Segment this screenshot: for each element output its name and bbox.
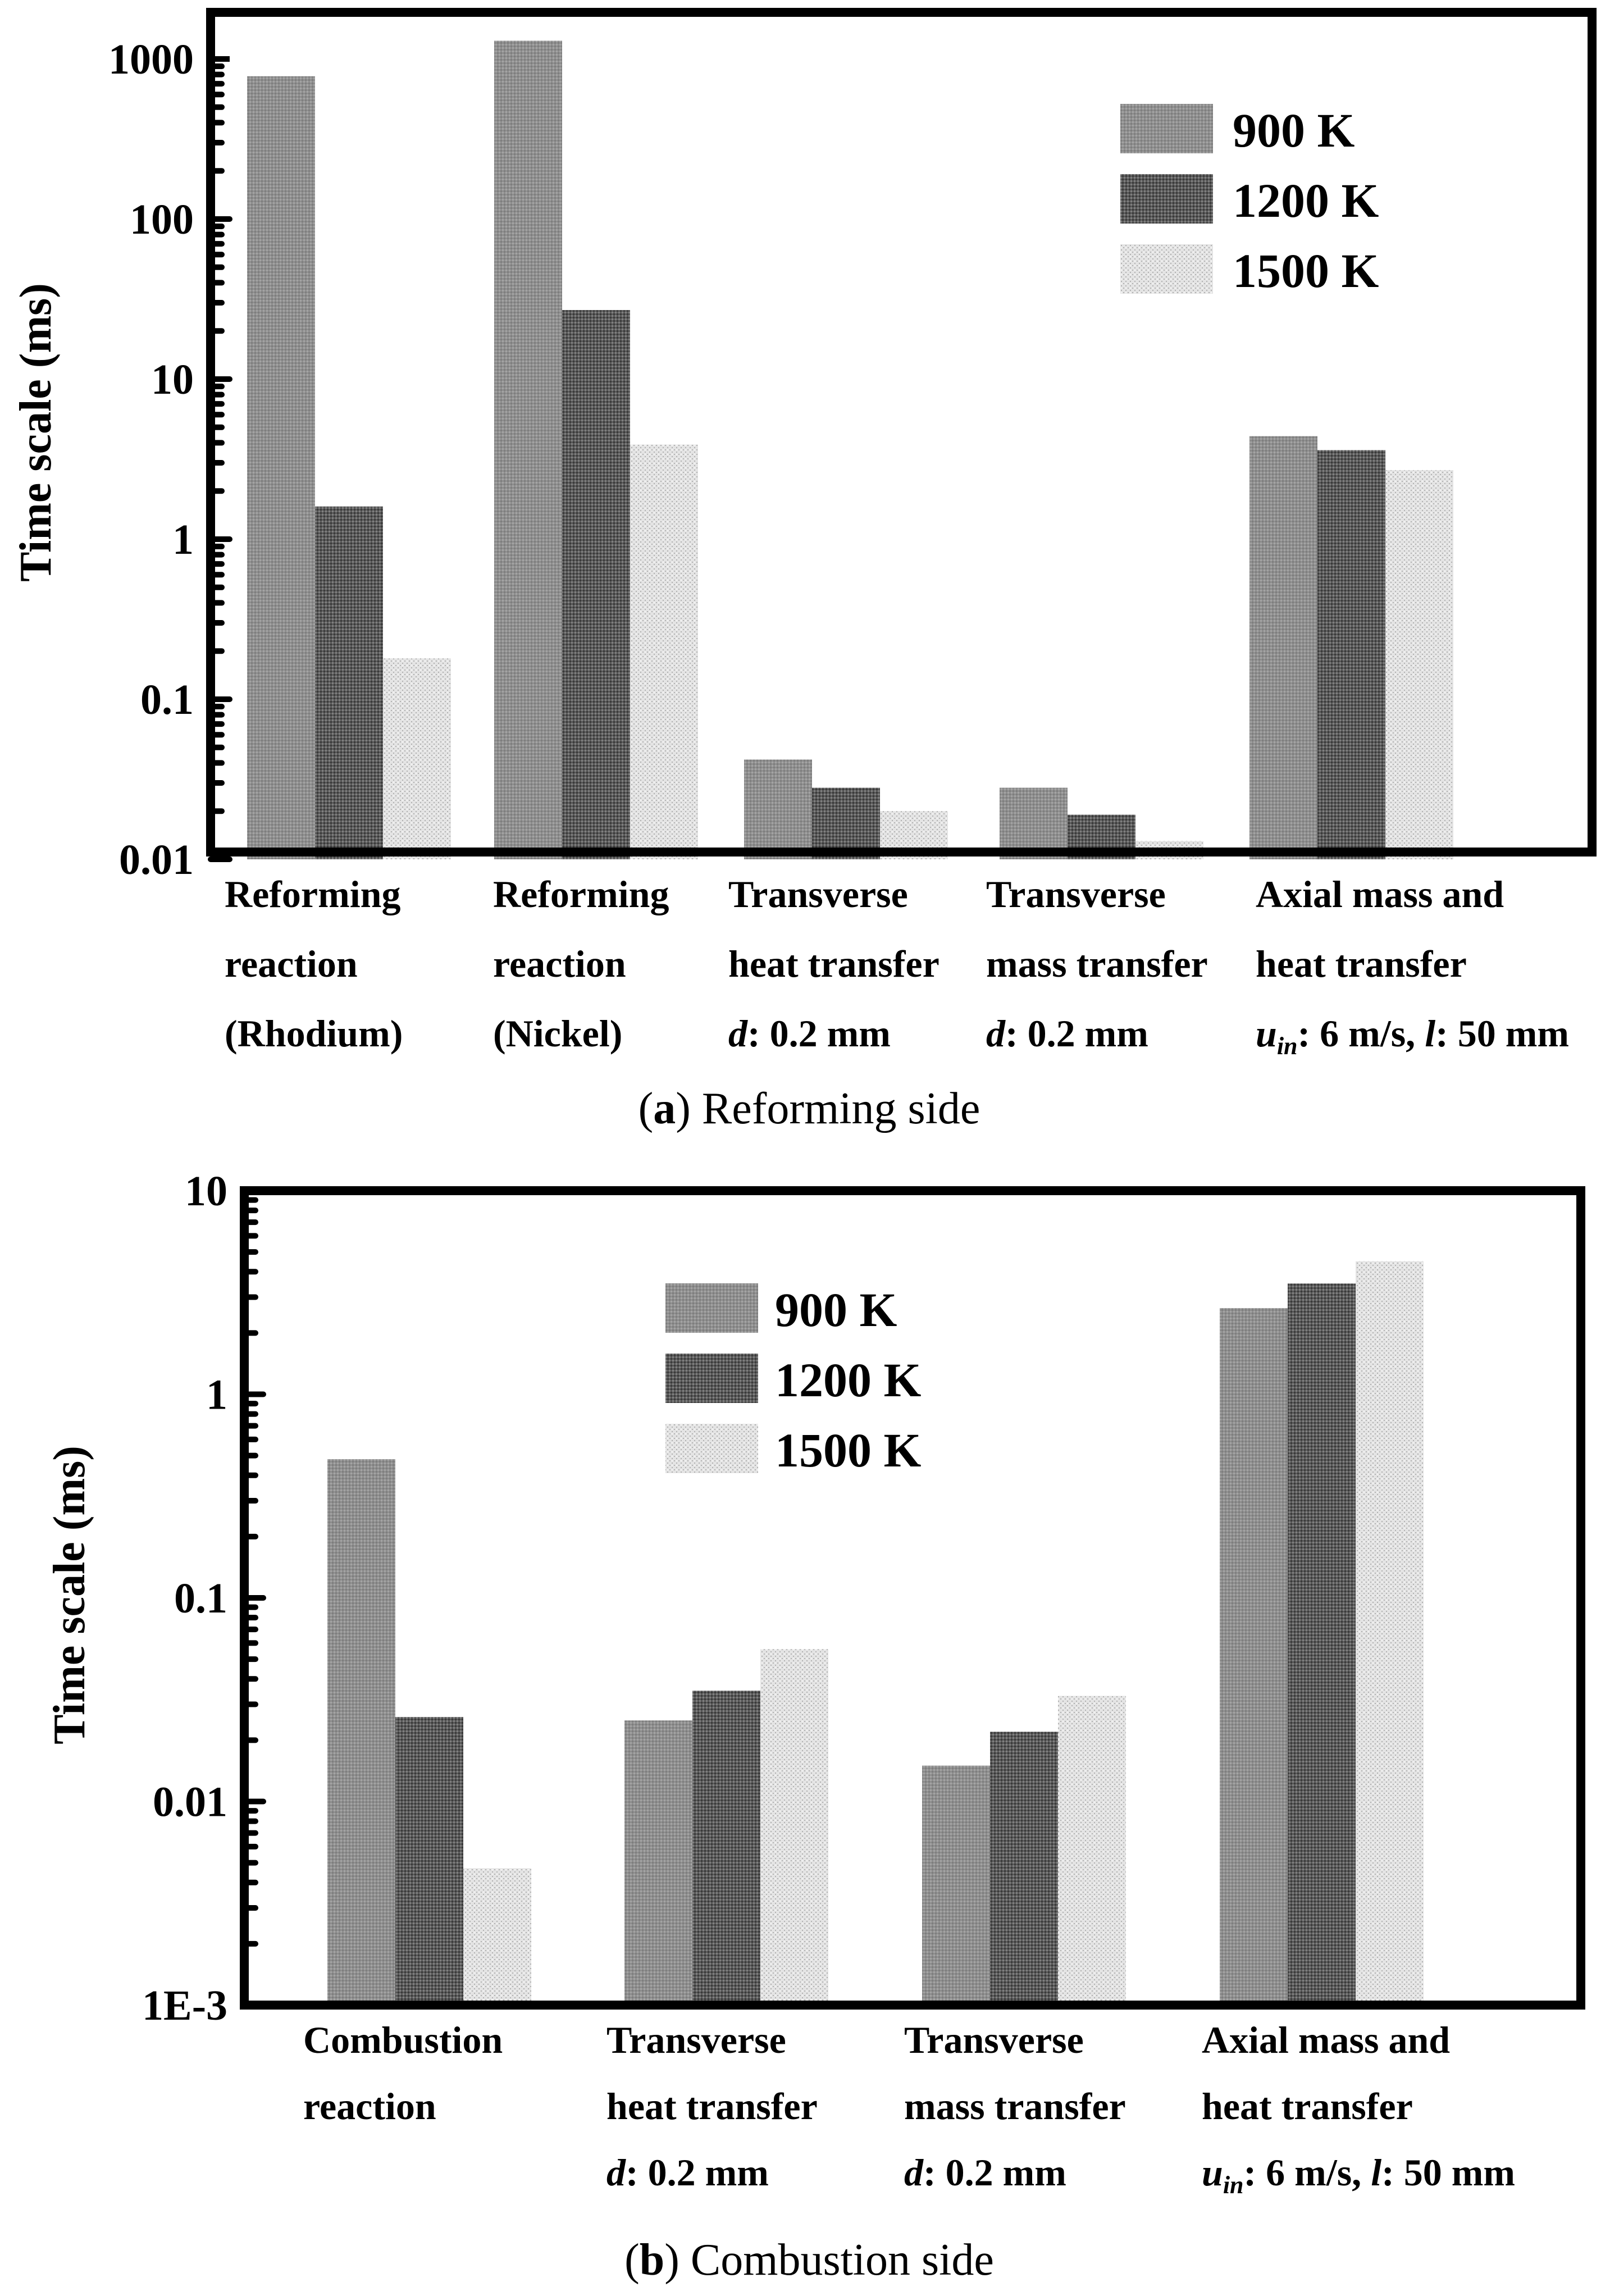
bar-900k [494, 40, 562, 860]
bar-900k [922, 1765, 990, 2005]
legend-label: 1200 K [775, 1353, 922, 1407]
bar-900k [247, 76, 315, 859]
category-param: uin: 6 m/s, l: 50 mm [1256, 1012, 1569, 1060]
category-label-line: Transverse [986, 873, 1166, 915]
y-tick-label: 0.01 [119, 836, 194, 883]
caption: (a) Reforming side [639, 1084, 980, 1133]
category-label-line: heat transfer [1202, 2085, 1413, 2128]
legend-swatch-1500k [1120, 244, 1213, 294]
legend-swatch-900k [665, 1283, 758, 1333]
category-label-line: heat transfer [728, 942, 940, 985]
legend-label: 900 K [1233, 103, 1355, 157]
y-tick-label: 10 [151, 356, 194, 403]
bar-1500k [383, 658, 451, 859]
bar-900k [1220, 1308, 1288, 2005]
caption: (b) Combustion side [624, 2235, 994, 2285]
category-label-line: Transverse [904, 2019, 1084, 2061]
category-label-line: reaction [303, 2085, 436, 2128]
category-label-line: Axial mass and [1256, 873, 1504, 915]
y-axis-title: Time scale (ms) [11, 283, 61, 582]
caption-text: ) Reforming side [676, 1084, 980, 1133]
bars-layer [327, 1261, 1424, 2005]
bar-1200k [692, 1691, 760, 2005]
y-tick-label: 1000 [108, 36, 194, 83]
bar-1200k [315, 506, 383, 859]
category-label-line: heat transfer [606, 2085, 818, 2128]
bar-1500k [1385, 470, 1453, 859]
y-tick-label: 0.01 [153, 1779, 227, 1826]
bar-1200k [812, 787, 880, 859]
caption-open: ( [639, 1084, 654, 1133]
y-tick-label: 0.1 [140, 676, 194, 723]
bar-1200k [562, 310, 630, 859]
bar-1500k [1356, 1261, 1424, 2005]
bar-1200k [990, 1732, 1058, 2005]
y-tick-label: 1 [206, 1372, 227, 1419]
category-label-line: reaction [225, 942, 358, 985]
category-label-line: Reforming [493, 873, 669, 915]
bar-900k [327, 1459, 395, 2005]
caption-letter: a [653, 1084, 676, 1133]
category-param: d: 0.2 mm [904, 2151, 1066, 2194]
plot-frame [240, 1186, 1585, 2010]
bar-1500k [630, 444, 698, 859]
legend-label: 900 K [775, 1283, 897, 1337]
category-param: d: 0.2 mm [606, 2151, 769, 2194]
y-axis-title: Time scale (ms) [45, 1446, 94, 1744]
category-label-line: mass transfer [904, 2085, 1126, 2128]
y-tick-label: 1 [172, 516, 194, 563]
category-param: uin: 6 m/s, l: 50 mm [1202, 2151, 1515, 2199]
bars-layer [247, 40, 1453, 860]
legend-swatch-1200k [665, 1354, 758, 1403]
y-tick-label: 1E-3 [142, 1982, 227, 2029]
plot-frame [206, 8, 1597, 857]
bar-1200k [1288, 1283, 1356, 2005]
chart-reforming-side: 0.01 0.1 1 10 100 1000 Time scale (ms) 900 K 1… [11, 8, 1597, 1133]
bar-900k [1000, 787, 1068, 859]
legend: 900 K 1200 K 1500 K [1120, 103, 1379, 298]
y-tick-label: 100 [130, 196, 194, 243]
category-label-line: Combustion [303, 2019, 503, 2061]
legend-swatch-900k [1120, 104, 1213, 153]
bar-900k [624, 1720, 692, 2005]
category-label-line: Transverse [728, 873, 908, 915]
caption-letter: b [640, 2235, 665, 2285]
y-tick-labels: 0.01 0.1 1 10 100 1000 [108, 36, 194, 883]
bar-1500k [1058, 1696, 1126, 2005]
caption-open: ( [624, 2235, 640, 2285]
legend-swatch-1500k [665, 1424, 758, 1473]
category-label-line: Reforming [225, 873, 400, 915]
category-label-line: Transverse [606, 2019, 786, 2061]
legend-label: 1500 K [1233, 244, 1379, 298]
bar-1500k [760, 1649, 828, 2005]
bar-1200k [395, 1717, 463, 2005]
legend-swatch-1200k [1120, 174, 1213, 224]
legend-label: 1200 K [1233, 174, 1379, 227]
y-tick-label: 0.1 [174, 1575, 227, 1622]
legend: 900 K 1200 K 1500 K [665, 1283, 922, 1477]
y-tick-labels: 1E-3 0.01 0.1 1 10 [142, 1168, 227, 2029]
y-tick-label: 10 [185, 1168, 227, 1215]
category-label-line: Axial mass and [1202, 2019, 1450, 2061]
category-label-line: (Rhodium) [225, 1012, 403, 1055]
bar-900k [1249, 436, 1317, 859]
category-label-line: mass transfer [986, 942, 1208, 985]
chart-combustion-side: 1E-3 0.01 0.1 1 10 Time scale (ms) 900 K 1200… [45, 1168, 1585, 2285]
category-param: d: 0.2 mm [986, 1012, 1148, 1055]
legend-label: 1500 K [775, 1423, 922, 1477]
bar-1500k [463, 1868, 531, 2005]
category-label-line: heat transfer [1256, 942, 1467, 985]
bar-900k [744, 759, 812, 859]
bar-1200k [1317, 450, 1385, 859]
category-label-line: (Nickel) [493, 1012, 622, 1055]
caption-text: ) Combustion side [664, 2235, 994, 2285]
category-labels: Reforming reaction (Rhodium) Reforming react… [225, 873, 1569, 1060]
category-label-line: reaction [493, 942, 626, 985]
category-labels: Combustion reaction Transverse heat transfe… [303, 2019, 1515, 2199]
category-param: d: 0.2 mm [728, 1012, 891, 1055]
